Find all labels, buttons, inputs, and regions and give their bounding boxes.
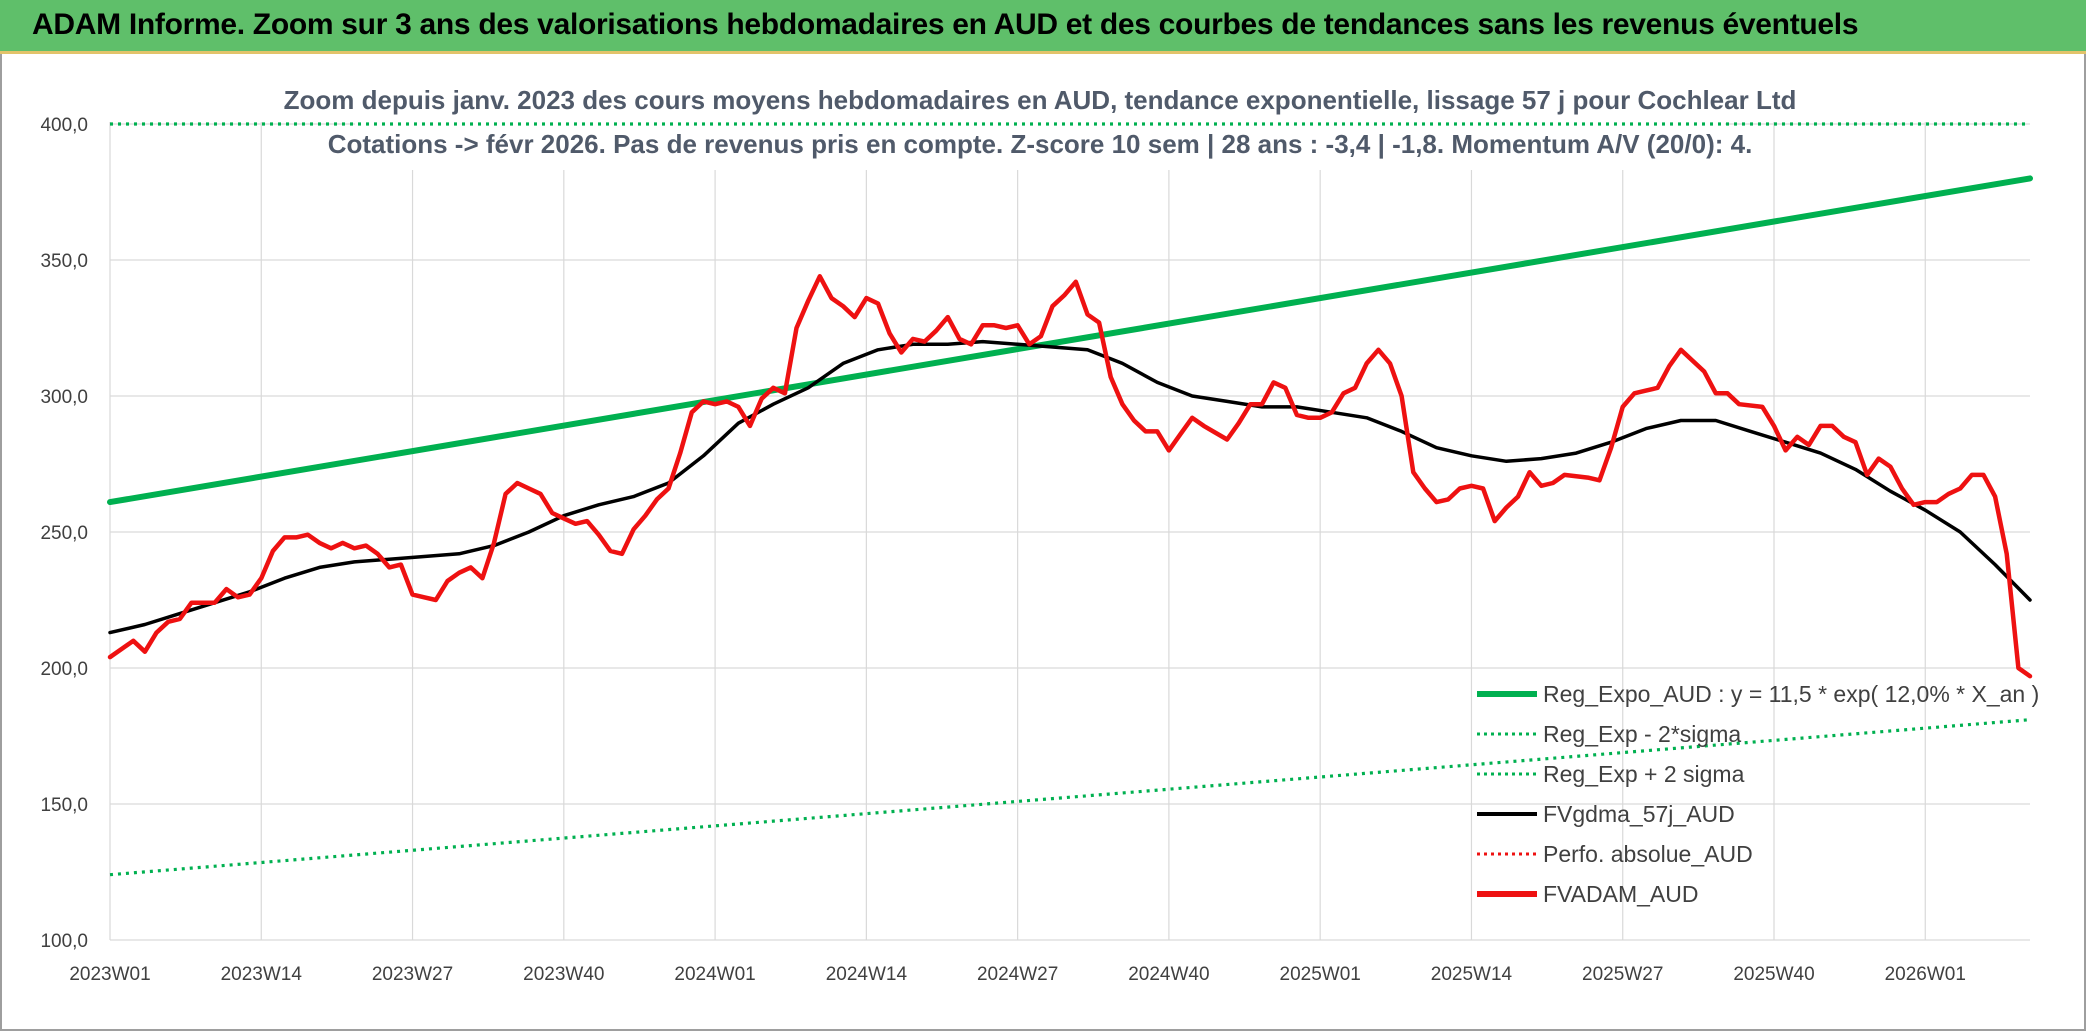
report-title: ADAM Informe. Zoom sur 3 ans des valoris… [32,8,1859,41]
chart-subtitle-line-1: Zoom depuis janv. 2023 des cours moyens … [284,85,1797,115]
legend-label-reg-exp-plus: Reg_Exp + 2 sigma [1543,761,1745,787]
legend-label-perfo: Perfo. absolue_AUD [1543,841,1753,867]
y-tick-label: 200,0 [40,659,88,680]
x-tick-label: 2024W14 [826,964,908,985]
legend-label-fvgdma: FVgdma_57j_AUD [1543,801,1735,827]
x-tick-label: 2025W01 [1280,964,1361,985]
series-layer [107,122,2033,877]
y-axis-tick-labels: 100,0 150,0 200,0 250,0 300,0 350,0 400,0 [40,115,88,952]
x-tick-label: 2023W14 [221,964,303,985]
legend-label-reg-exp-minus: Reg_Exp - 2*sigma [1543,721,1741,747]
chart-subtitle-line-2: Cotations -> févr 2026. Pas de revenus p… [328,129,1753,159]
x-tick-label: 2024W27 [977,964,1058,985]
x-tick-label: 2024W01 [674,964,755,985]
series-line-reg-expo-aud [107,175,2033,506]
legend: Reg_Expo_AUD : y = 11,5 * exp( 12,0% * X… [1477,681,2039,907]
report-title-bar: ADAM Informe. Zoom sur 3 ans des valoris… [0,0,2086,54]
series-line-reg-exp-2-sigma [109,718,2031,877]
x-tick-label: 2025W40 [1733,964,1814,985]
x-tick-label: 2023W27 [372,964,453,985]
x-tick-label: 2026W01 [1885,964,1966,985]
x-tick-label: 2023W01 [69,964,150,985]
x-axis-tick-labels: 2023W01 2023W14 2023W27 2023W40 2024W01 2024W… [69,964,1966,985]
y-tick-label: 300,0 [40,387,88,408]
y-tick-label: 150,0 [40,795,88,816]
series-line-fvgdma-57j-aud [108,339,2032,635]
y-tick-label: 250,0 [40,523,88,544]
y-tick-label: 350,0 [40,251,88,272]
legend-label-reg-expo: Reg_Expo_AUD : y = 11,5 * exp( 12,0% * X… [1543,681,2039,707]
legend-label-fvadam: FVADAM_AUD [1543,881,1699,907]
x-tick-label: 2023W40 [523,964,604,985]
series-line-fvadam-aud [107,274,2033,679]
x-tick-label: 2025W27 [1582,964,1663,985]
x-tick-label: 2024W40 [1128,964,1209,985]
vertical-gridlines [109,122,1926,940]
y-tick-label: 400,0 [40,115,88,136]
x-tick-label: 2025W14 [1431,964,1513,985]
y-tick-label: 100,0 [40,931,88,952]
horizontal-gridlines [110,123,2030,941]
